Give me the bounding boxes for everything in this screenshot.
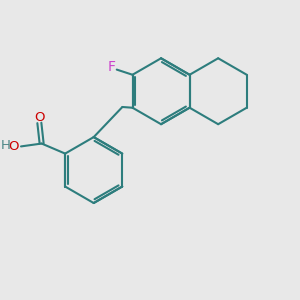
Text: H: H <box>1 139 11 152</box>
Text: O: O <box>9 140 19 153</box>
Text: F: F <box>108 60 116 74</box>
Text: O: O <box>34 111 45 124</box>
